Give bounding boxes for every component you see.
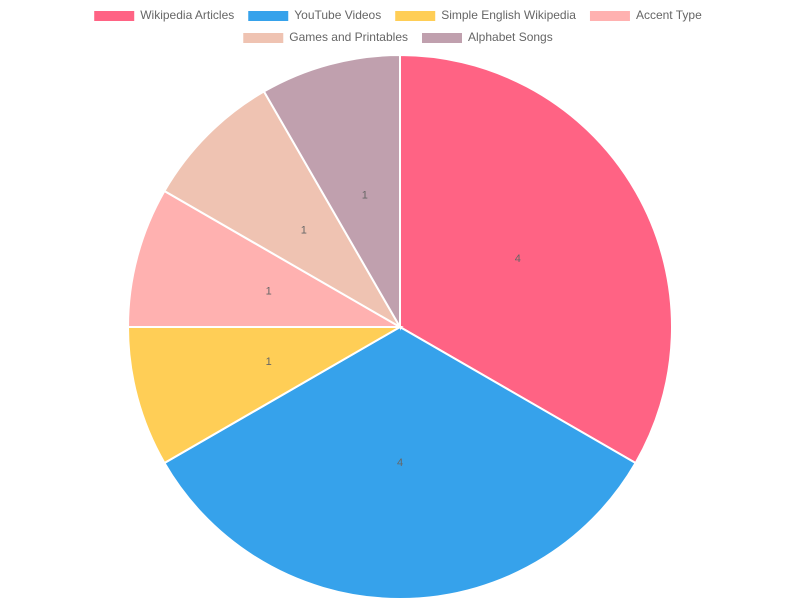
legend-label: Alphabet Songs [468,30,553,44]
legend-swatch [243,33,284,43]
legend-label: Accent Type [636,8,702,22]
legend-item: Simple English Wikipedia [395,8,576,22]
pie-slice [399,53,673,465]
legend-item: Accent Type [589,8,702,22]
data-label: 1 [301,225,307,237]
data-label: 4 [397,457,403,469]
legend-item: YouTube Videos [248,8,381,22]
data-label: 1 [266,286,272,298]
pie-slice [126,326,404,465]
pie-slice [126,189,404,328]
legend-item: Wikipedia Articles [94,8,234,22]
legend-swatch [248,11,289,21]
data-label: 1 [266,356,272,368]
pie-slice [163,90,403,330]
data-label: 1 [362,190,368,202]
legend-swatch [395,11,436,21]
legend-item: Alphabet Songs [422,30,553,44]
legend-item: Games and Printables [243,30,408,44]
legend-label: Games and Printables [289,30,408,44]
legend-swatch [589,11,630,21]
legend-label: Wikipedia Articles [140,8,234,22]
legend-label: Simple English Wikipedia [441,8,576,22]
pie-slice [262,53,401,331]
legend-label: YouTube Videos [294,8,381,22]
data-label: 4 [515,253,521,265]
legend-swatch [94,11,135,21]
legend-swatch [422,33,462,43]
